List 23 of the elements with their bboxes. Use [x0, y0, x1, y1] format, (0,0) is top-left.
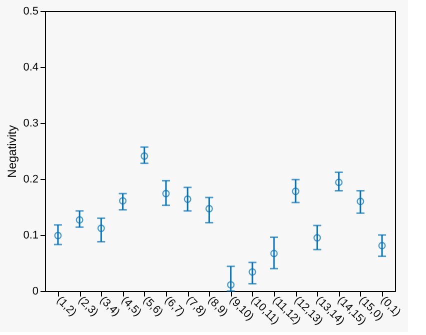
point: [54, 232, 62, 240]
point: [248, 268, 256, 276]
point: [227, 281, 235, 289]
y-tick-label: 0.4: [23, 62, 38, 74]
y-tick-label: 0: [32, 286, 38, 298]
point: [335, 178, 343, 186]
y-tick-label: 0.5: [23, 6, 38, 18]
y-tick-label: 0.2: [23, 174, 38, 186]
point: [140, 152, 148, 160]
point: [313, 234, 321, 242]
point: [76, 216, 84, 224]
y-axis-title: Negativity: [5, 125, 20, 178]
y-tick-label: 0.3: [23, 118, 38, 130]
point: [184, 195, 192, 203]
point: [356, 198, 364, 206]
y-tick-label: 0.1: [23, 230, 38, 242]
point: [119, 197, 127, 205]
point: [205, 204, 213, 212]
point: [270, 250, 278, 258]
point: [378, 242, 386, 250]
point: [292, 188, 300, 196]
point: [162, 190, 170, 198]
point: [97, 224, 105, 232]
